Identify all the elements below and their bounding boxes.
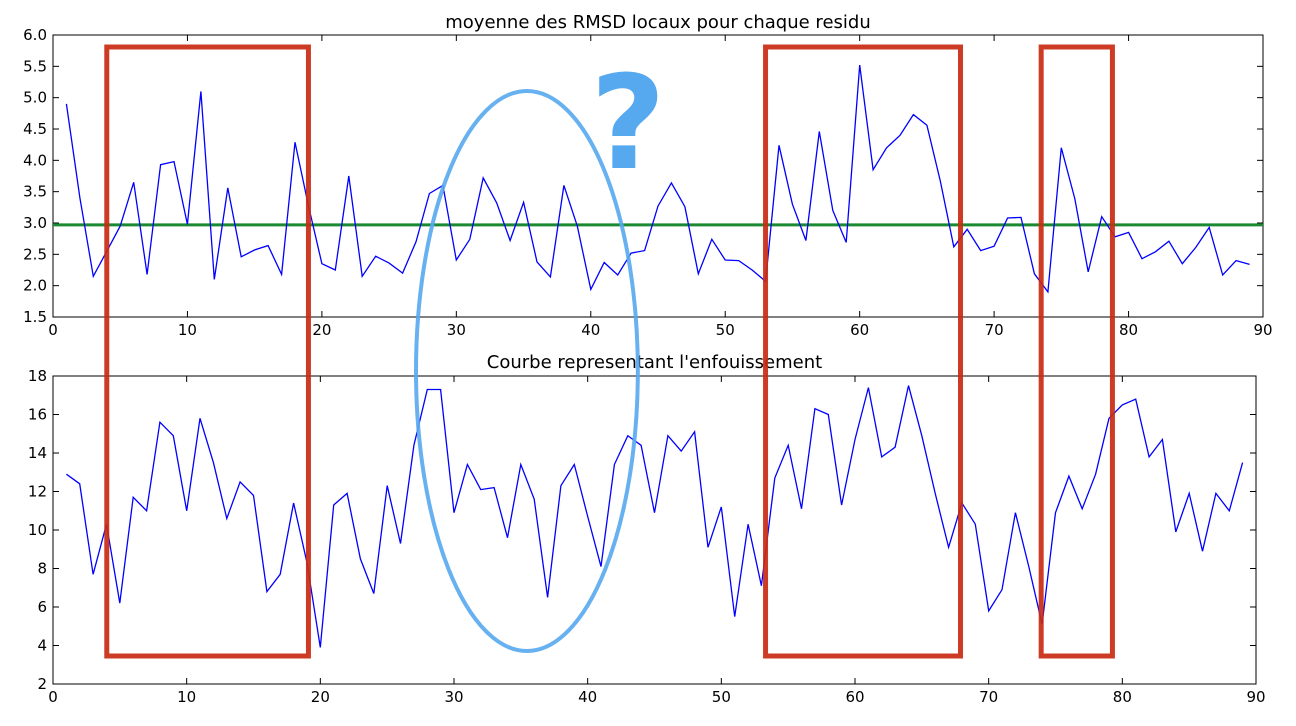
burial-x-tick-label: 10 bbox=[177, 688, 196, 706]
rmsd-y-tick-label: 5.5 bbox=[23, 57, 47, 75]
burial-x-tick-label: 50 bbox=[712, 688, 731, 706]
rmsd-plot-frame bbox=[52, 34, 1264, 318]
burial-x-tick-label: 60 bbox=[845, 688, 864, 706]
rmsd-y-tick-label: 1.5 bbox=[23, 308, 47, 326]
burial-x-tick-label: 90 bbox=[1246, 688, 1265, 706]
burial-series-line bbox=[66, 385, 1244, 648]
highlight-box bbox=[1038, 44, 1115, 659]
burial-chart-title: Courbe representant l'enfouissement bbox=[487, 352, 822, 373]
rmsd-x-tick-label: 20 bbox=[312, 321, 331, 339]
burial-y-tick-label: 8 bbox=[37, 560, 47, 578]
highlight-box bbox=[763, 44, 963, 659]
rmsd-x-tick-label: 40 bbox=[581, 321, 600, 339]
burial-x-tick-label: 80 bbox=[1113, 688, 1132, 706]
rmsd-chart-title: moyenne des RMSD locaux pour chaque resi… bbox=[445, 12, 870, 33]
rmsd-y-tick-label: 4.0 bbox=[23, 151, 47, 169]
highlight-ellipse bbox=[414, 89, 640, 653]
burial-x-tick-label: 0 bbox=[48, 688, 58, 706]
rmsd-x-tick-label: 10 bbox=[178, 321, 197, 339]
rmsd-panel: moyenne des RMSD locaux pour chaque resi… bbox=[23, 12, 1272, 339]
rmsd-series-line bbox=[65, 65, 1250, 294]
highlight-box bbox=[104, 44, 311, 659]
question-mark-annotation: ? bbox=[590, 47, 665, 199]
burial-plot-frame bbox=[52, 375, 1257, 685]
rmsd-y-axis: 1.5 2.0 2.5 3.0 3.5 4.0 4.5 5.0 5.5 6.0 bbox=[23, 26, 1263, 326]
burial-panel: Courbe representant l'enfouissement 2 4 6 8… bbox=[28, 352, 1266, 706]
burial-x-tick-label: 70 bbox=[979, 688, 998, 706]
rmsd-x-tick-label: 80 bbox=[1119, 321, 1138, 339]
burial-y-tick-label: 2 bbox=[37, 675, 47, 693]
burial-y-tick-label: 6 bbox=[37, 598, 47, 616]
burial-x-tick-label: 30 bbox=[444, 688, 463, 706]
burial-y-tick-label: 10 bbox=[28, 521, 47, 539]
rmsd-x-tick-label: 90 bbox=[1253, 321, 1272, 339]
rmsd-x-tick-label: 0 bbox=[48, 321, 58, 339]
burial-y-tick-label: 12 bbox=[28, 483, 47, 501]
rmsd-y-tick-label: 2.0 bbox=[23, 277, 47, 295]
rmsd-y-tick-label: 5.0 bbox=[23, 89, 47, 107]
rmsd-x-tick-label: 50 bbox=[716, 321, 735, 339]
rmsd-x-tick-label: 30 bbox=[447, 321, 466, 339]
annotation-overlay bbox=[104, 44, 1115, 659]
burial-x-tick-label: 20 bbox=[311, 688, 330, 706]
burial-y-tick-label: 18 bbox=[28, 367, 47, 385]
burial-y-tick-label: 16 bbox=[28, 406, 47, 424]
rmsd-y-tick-label: 3.0 bbox=[23, 214, 47, 232]
rmsd-y-tick-label: 4.5 bbox=[23, 120, 47, 138]
rmsd-x-tick-label: 70 bbox=[985, 321, 1004, 339]
burial-y-tick-label: 4 bbox=[37, 637, 47, 655]
burial-y-tick-label: 14 bbox=[28, 444, 47, 462]
rmsd-x-tick-label: 60 bbox=[850, 321, 869, 339]
rmsd-y-tick-label: 6.0 bbox=[23, 26, 47, 44]
burial-x-axis: 0 10 20 30 40 50 60 70 80 90 bbox=[48, 376, 1266, 706]
rmsd-y-tick-label: 2.5 bbox=[23, 245, 47, 263]
rmsd-x-axis: 0 10 20 30 40 50 60 70 80 90 bbox=[48, 35, 1273, 339]
rmsd-y-tick-label: 3.5 bbox=[23, 183, 47, 201]
burial-x-tick-label: 40 bbox=[578, 688, 597, 706]
burial-y-axis: 2 4 6 8 10 12 14 16 18 bbox=[28, 367, 1256, 693]
